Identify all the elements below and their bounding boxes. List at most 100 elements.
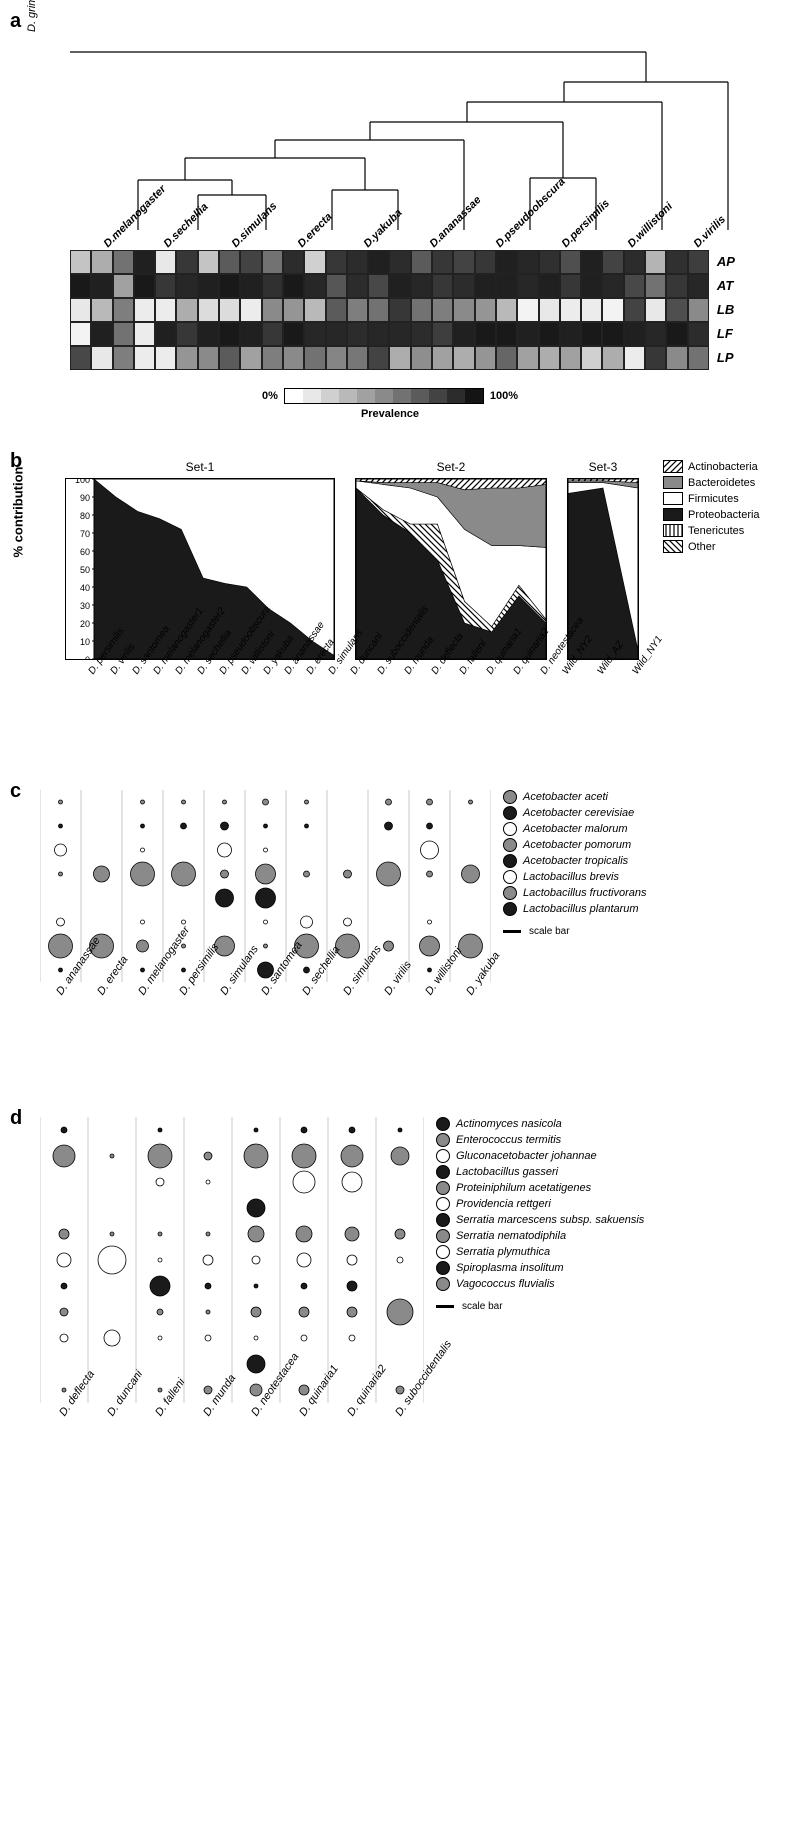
bubble-legend-key xyxy=(436,1149,450,1163)
legend-label: Proteobacteria xyxy=(688,509,760,521)
bubble-d-legend: Actinomyces nasicolaEnterococcus termiti… xyxy=(436,1117,644,1498)
heatmap-row-label: LF xyxy=(717,322,735,346)
heat-cell xyxy=(155,250,176,274)
bubble-legend-label: Acetobacter tropicalis xyxy=(523,855,628,867)
heat-cell xyxy=(91,322,112,346)
svg-text:60: 60 xyxy=(80,547,90,557)
heat-cell xyxy=(198,250,219,274)
scale-min: 0% xyxy=(262,390,278,402)
heat-cell xyxy=(666,274,687,298)
heat-cell xyxy=(134,346,155,370)
heat-cell xyxy=(219,298,240,322)
heat-cell xyxy=(389,250,410,274)
heat-cell xyxy=(517,322,538,346)
heat-cell xyxy=(113,298,134,322)
heat-cell xyxy=(70,250,91,274)
heat-cell xyxy=(368,250,389,274)
heat-cell xyxy=(602,322,623,346)
bubble-legend-label: Serratia plymuthica xyxy=(456,1246,550,1258)
heat-cell xyxy=(517,274,538,298)
legend-b: ActinobacteriaBacteroidetesFirmicutesPro… xyxy=(663,460,760,750)
bubble-chart-c xyxy=(40,790,491,982)
heat-cell xyxy=(432,346,453,370)
heat-cell xyxy=(219,322,240,346)
heat-cell xyxy=(688,298,709,322)
heat-cell xyxy=(411,298,432,322)
legend-swatch xyxy=(663,460,683,473)
heat-cell xyxy=(645,322,666,346)
heat-cell xyxy=(517,298,538,322)
heat-cell xyxy=(198,346,219,370)
heat-cell xyxy=(539,346,560,370)
heat-cell xyxy=(176,274,197,298)
heatmap-grid xyxy=(70,250,709,370)
bubble-legend-key xyxy=(436,1261,450,1275)
heat-cell xyxy=(134,274,155,298)
heat-cell xyxy=(539,250,560,274)
legend-label: Actinobacteria xyxy=(688,461,758,473)
heat-cell xyxy=(496,274,517,298)
bubble-legend-key xyxy=(436,1165,450,1179)
heat-cell xyxy=(134,298,155,322)
heat-cell xyxy=(560,346,581,370)
heat-cell xyxy=(326,346,347,370)
heat-cell xyxy=(389,298,410,322)
heat-cell xyxy=(219,346,240,370)
heat-cell xyxy=(368,322,389,346)
heat-cell xyxy=(283,322,304,346)
prevalence-caption: Prevalence xyxy=(70,408,710,420)
legend-label: Other xyxy=(688,541,716,553)
legend-swatch xyxy=(663,476,683,489)
heat-cell xyxy=(624,346,645,370)
heat-cell xyxy=(347,274,368,298)
scale-max: 100% xyxy=(490,390,518,402)
heat-cell xyxy=(432,250,453,274)
heat-cell xyxy=(176,250,197,274)
heat-cell xyxy=(304,346,325,370)
heat-cell xyxy=(411,274,432,298)
heat-cell xyxy=(688,322,709,346)
heat-cell xyxy=(453,298,474,322)
heat-cell xyxy=(432,322,453,346)
heat-cell xyxy=(389,274,410,298)
heat-cell xyxy=(91,250,112,274)
heat-cell xyxy=(70,298,91,322)
heatmap-row-label: LP xyxy=(717,346,735,370)
heat-cell xyxy=(283,298,304,322)
heat-cell xyxy=(389,346,410,370)
panel-a-label: a xyxy=(10,10,21,33)
bubble-c-xlabels: D. ananassaeD. erectaD. melanogasterD. p… xyxy=(40,982,491,1077)
set-title: Set-2 xyxy=(437,460,466,474)
panel-a: a D. grimshawi D.melanogasterD.sechellia… xyxy=(10,10,788,420)
panel-d: d D. deflectaD. duncaniD. falleniD. mund… xyxy=(10,1107,788,1498)
area-set: Set-10102030405060708090100D. persimilis… xyxy=(65,460,335,750)
scale-bar-label: scale bar xyxy=(462,1301,503,1312)
heat-cell xyxy=(517,250,538,274)
heat-cell xyxy=(283,250,304,274)
heat-cell xyxy=(475,322,496,346)
heat-cell xyxy=(411,250,432,274)
heat-cell xyxy=(176,298,197,322)
heat-cell xyxy=(475,274,496,298)
svg-text:30: 30 xyxy=(80,601,90,611)
heat-cell xyxy=(645,298,666,322)
heat-cell xyxy=(262,322,283,346)
bubble-legend-key xyxy=(503,902,517,916)
heat-cell xyxy=(432,274,453,298)
svg-text:20: 20 xyxy=(80,619,90,629)
scale-bar xyxy=(436,1305,454,1308)
heat-cell xyxy=(304,250,325,274)
set-title: Set-1 xyxy=(186,460,215,474)
heat-cell xyxy=(475,298,496,322)
heat-cell xyxy=(645,250,666,274)
heat-cell xyxy=(560,274,581,298)
panel-b: b % contribution Set-1010203040506070809… xyxy=(10,450,788,750)
heat-cell xyxy=(134,250,155,274)
heat-cell xyxy=(240,274,261,298)
heat-cell xyxy=(326,250,347,274)
heat-cell xyxy=(475,250,496,274)
heat-cell xyxy=(155,298,176,322)
heatmap-region: APATLBLFLP 0% 100% Prevalence xyxy=(70,250,710,420)
heat-cell xyxy=(240,322,261,346)
bubble-legend-key xyxy=(503,886,517,900)
